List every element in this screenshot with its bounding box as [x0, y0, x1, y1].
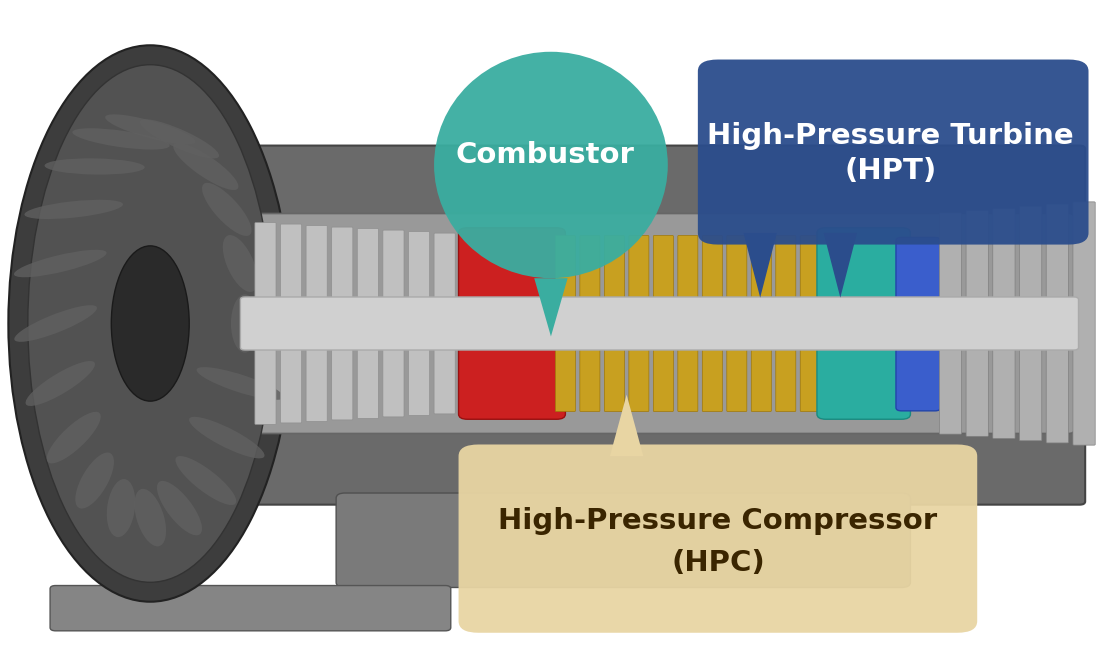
- Ellipse shape: [45, 159, 145, 175]
- FancyBboxPatch shape: [357, 228, 378, 419]
- FancyBboxPatch shape: [1073, 202, 1095, 445]
- Ellipse shape: [135, 489, 166, 546]
- Ellipse shape: [47, 411, 101, 463]
- FancyBboxPatch shape: [280, 224, 302, 423]
- FancyBboxPatch shape: [629, 236, 649, 411]
- FancyBboxPatch shape: [896, 237, 940, 411]
- Ellipse shape: [14, 305, 97, 342]
- FancyBboxPatch shape: [459, 228, 565, 419]
- FancyBboxPatch shape: [678, 236, 698, 411]
- Text: High-Pressure Turbine: High-Pressure Turbine: [707, 122, 1074, 150]
- FancyBboxPatch shape: [408, 232, 430, 415]
- FancyBboxPatch shape: [234, 146, 1085, 327]
- FancyBboxPatch shape: [939, 213, 962, 434]
- Ellipse shape: [174, 143, 238, 190]
- FancyBboxPatch shape: [817, 228, 910, 419]
- FancyBboxPatch shape: [1020, 206, 1042, 441]
- FancyBboxPatch shape: [800, 236, 820, 411]
- Ellipse shape: [26, 361, 95, 406]
- FancyBboxPatch shape: [50, 586, 451, 631]
- FancyBboxPatch shape: [332, 227, 353, 420]
- Ellipse shape: [140, 119, 219, 159]
- Ellipse shape: [106, 115, 195, 144]
- Ellipse shape: [176, 456, 236, 505]
- Polygon shape: [743, 233, 777, 298]
- FancyBboxPatch shape: [776, 236, 796, 411]
- FancyBboxPatch shape: [751, 236, 771, 411]
- Ellipse shape: [197, 367, 284, 400]
- FancyBboxPatch shape: [306, 226, 327, 421]
- Ellipse shape: [14, 250, 107, 278]
- Ellipse shape: [111, 246, 189, 401]
- Text: (HPT): (HPT): [845, 157, 936, 186]
- Text: Combustor: Combustor: [456, 141, 634, 170]
- FancyBboxPatch shape: [698, 60, 1089, 245]
- Ellipse shape: [72, 128, 169, 149]
- Text: (HPC): (HPC): [671, 549, 765, 577]
- FancyBboxPatch shape: [234, 320, 1085, 505]
- Ellipse shape: [28, 65, 273, 582]
- Polygon shape: [610, 395, 643, 456]
- Ellipse shape: [189, 417, 265, 458]
- FancyBboxPatch shape: [555, 236, 575, 411]
- FancyBboxPatch shape: [434, 233, 455, 414]
- Ellipse shape: [24, 200, 122, 219]
- Ellipse shape: [203, 183, 252, 236]
- FancyBboxPatch shape: [702, 236, 722, 411]
- FancyBboxPatch shape: [336, 493, 910, 587]
- Ellipse shape: [76, 452, 114, 509]
- Ellipse shape: [9, 45, 292, 602]
- Polygon shape: [824, 233, 857, 298]
- FancyBboxPatch shape: [653, 236, 673, 411]
- Ellipse shape: [434, 52, 668, 278]
- Ellipse shape: [107, 479, 136, 537]
- FancyBboxPatch shape: [966, 211, 988, 436]
- FancyBboxPatch shape: [580, 236, 600, 411]
- Ellipse shape: [157, 481, 203, 535]
- FancyBboxPatch shape: [993, 208, 1015, 439]
- FancyBboxPatch shape: [255, 223, 276, 424]
- FancyBboxPatch shape: [459, 444, 977, 633]
- Ellipse shape: [232, 294, 259, 353]
- FancyBboxPatch shape: [240, 297, 1078, 350]
- FancyBboxPatch shape: [1046, 204, 1068, 443]
- FancyBboxPatch shape: [239, 214, 1074, 433]
- FancyBboxPatch shape: [604, 236, 624, 411]
- Ellipse shape: [223, 235, 257, 292]
- FancyBboxPatch shape: [383, 230, 404, 417]
- Text: High-Pressure Compressor: High-Pressure Compressor: [499, 507, 937, 535]
- FancyBboxPatch shape: [727, 236, 747, 411]
- Polygon shape: [534, 278, 568, 336]
